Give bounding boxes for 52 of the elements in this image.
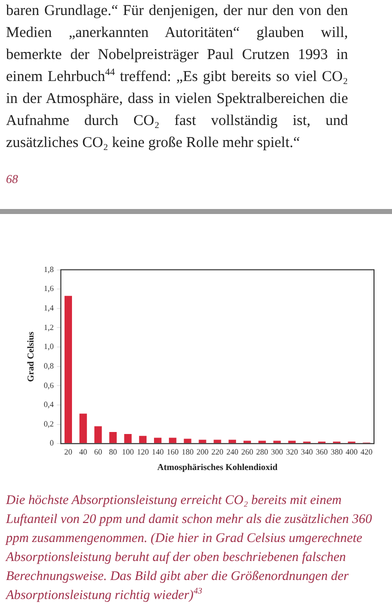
x-tick-label: 220 xyxy=(211,447,224,456)
bar xyxy=(198,440,206,444)
x-tick-label: 100 xyxy=(122,447,134,456)
x-tick-label: 260 xyxy=(241,447,254,456)
y-tick-label: 0,2 xyxy=(44,419,54,428)
bar xyxy=(214,440,222,444)
x-tick-label: 300 xyxy=(271,447,284,456)
bar xyxy=(94,426,102,444)
bar xyxy=(109,432,117,444)
text: baren Grundlage.“ Für denjenigen, der nur den von den Medien „anerkannten Autoritäten“ glauben will, bemerkte der Nobelpreisträger Paul Crutzen 1993 in einem Lehrbuch$^{44}$ treffend: „Es gibt bereits so viel CO₂ in der Atmosphäre, dass in vielen Spektralbereichen die Aufnahme durch CO₂ fast vollständig ist, und zusätzliches CO₂ keine große Rolle mehr spielt.“ xyxy=(6,3,348,151)
x-tick-label: 420 xyxy=(360,447,373,456)
x-tick-label: 340 xyxy=(300,447,313,456)
text: 68 xyxy=(6,172,18,187)
y-tick-label: 1,0 xyxy=(44,342,54,352)
bar xyxy=(64,296,72,444)
x-tick-label: 20 xyxy=(64,447,72,456)
y-tick-label: 0,8 xyxy=(44,361,54,370)
x-tick-label: 80 xyxy=(109,447,117,456)
bar xyxy=(168,438,176,444)
x-tick-label: 140 xyxy=(152,447,164,456)
x-tick-label: 180 xyxy=(182,447,194,456)
x-tick-label: 240 xyxy=(226,447,238,456)
y-tick-label: 0 xyxy=(50,438,54,448)
y-tick-label: 1,6 xyxy=(44,284,54,294)
bar xyxy=(273,440,281,444)
x-tick-label: 200 xyxy=(196,447,208,456)
bar xyxy=(154,438,162,444)
y-tick-label: 1,8 xyxy=(44,264,54,274)
y-tick-label: 0,6 xyxy=(44,380,54,390)
x-tick-label: 400 xyxy=(346,447,358,456)
y-tick-label: 0,4 xyxy=(44,400,54,410)
y-axis-title: Grad Celsius xyxy=(26,331,36,382)
text: Die höchste Absorptionsleistung erreicht CO₂ bereits mit einem Luftanteil von 20 ppm und damit schon mehr als die zusätzlichen 360 ppm zusammengenommen. (Die hier in Grad Celsius umgerechnete Absorptionsleistung beruht auf der oben beschriebenen falschen Berechnungsweise. Das Bild gibt aber die Größenordnungen der Absorptionsleistung richtig wieder)$^{43}$ xyxy=(6,491,373,604)
bar xyxy=(139,436,147,444)
bar xyxy=(79,414,87,444)
bar xyxy=(124,434,132,444)
bar xyxy=(184,438,192,444)
y-tick-label: 1,2 xyxy=(44,322,54,332)
bar xyxy=(258,440,266,444)
x-tick-label: 320 xyxy=(286,447,298,456)
x-tick-label: 60 xyxy=(94,447,102,456)
x-tick-label: 160 xyxy=(166,447,179,456)
x-tick-label: 360 xyxy=(316,447,328,456)
x-tick-label: 120 xyxy=(136,447,149,456)
x-tick-label: 280 xyxy=(256,447,268,456)
x-tick-label: 380 xyxy=(330,447,343,456)
x-tick-label: 40 xyxy=(79,447,88,456)
x-axis-title: Atmosphärisches Kohlendioxid xyxy=(157,462,278,472)
bar xyxy=(244,440,251,444)
bar xyxy=(228,440,236,444)
bar xyxy=(288,440,296,444)
y-tick-label: 1,4 xyxy=(44,304,54,313)
